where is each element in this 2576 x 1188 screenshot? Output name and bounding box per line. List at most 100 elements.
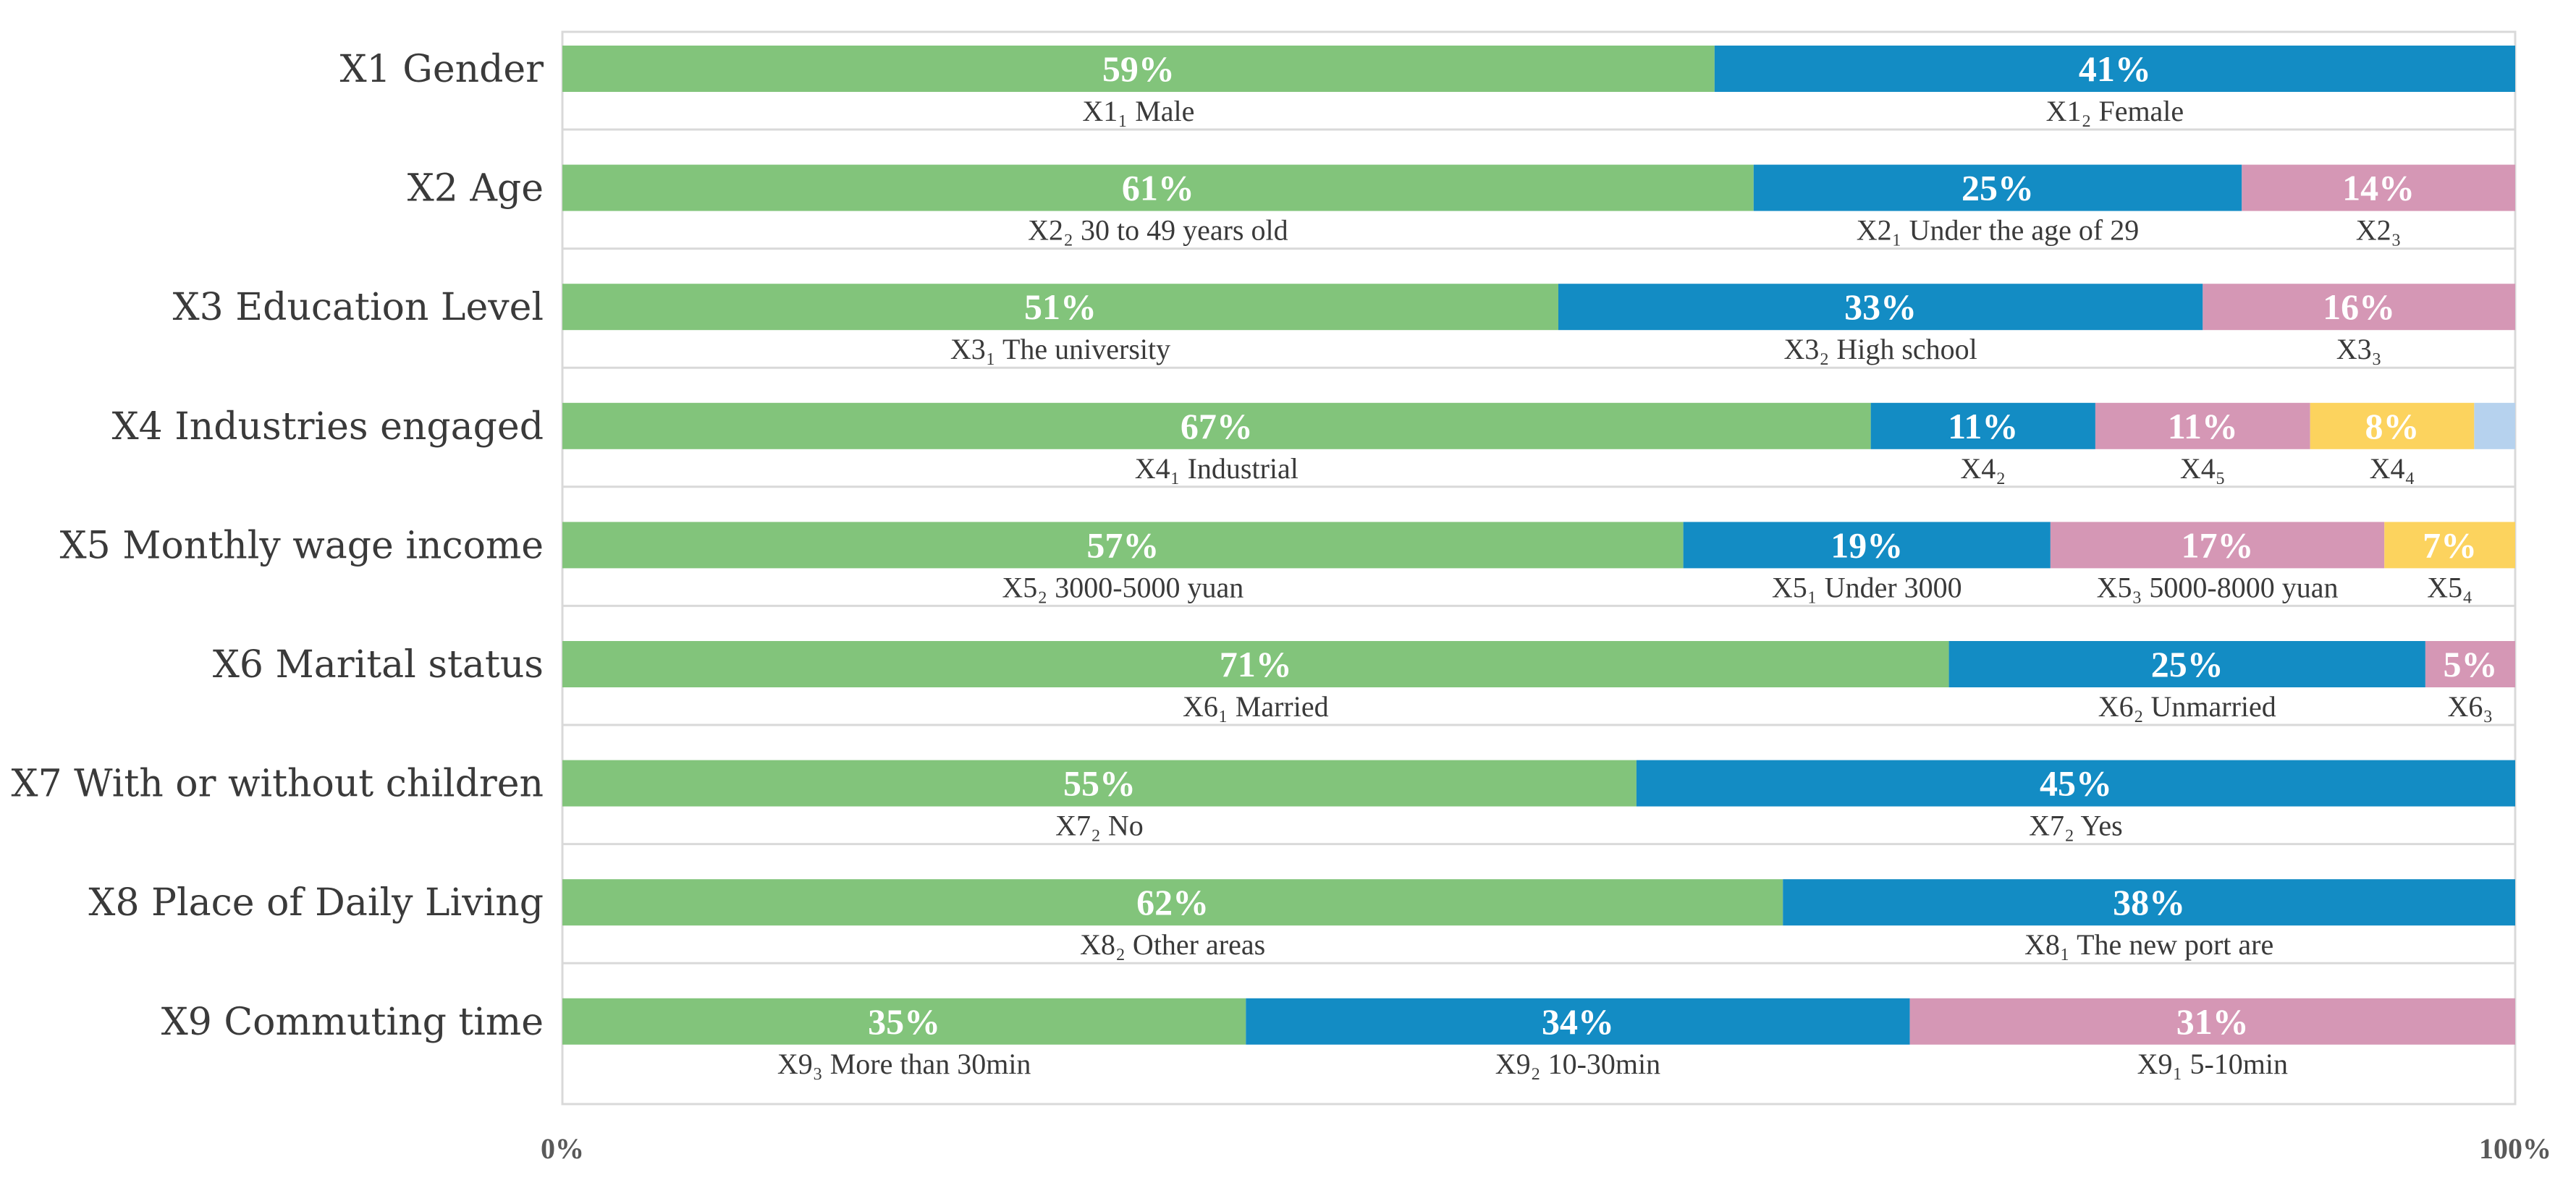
data-label: 55% bbox=[1063, 763, 1136, 804]
segment-name-label: X8₁ The new port are bbox=[2024, 928, 2273, 961]
bar-segment bbox=[1783, 879, 2515, 926]
data-label: 5% bbox=[2443, 644, 2497, 684]
data-label: 38% bbox=[2113, 882, 2185, 922]
data-label: 59% bbox=[1102, 48, 1175, 89]
segment-name-label: X4₄ bbox=[2370, 452, 2415, 485]
data-label: 25% bbox=[1961, 168, 2034, 208]
category-label: X8 Place of Daily Living bbox=[88, 881, 544, 925]
category-label: X2 Age bbox=[407, 167, 544, 211]
data-label: 19% bbox=[1830, 525, 1903, 565]
bar-segment bbox=[562, 522, 1684, 569]
bar-segment bbox=[1948, 641, 2425, 687]
bar-segment bbox=[562, 641, 1949, 687]
segment-name-label: X3₁ The university bbox=[950, 333, 1170, 365]
bar-segment bbox=[2384, 522, 2515, 569]
segment-name-label: X5₄ bbox=[2427, 571, 2472, 603]
data-label: 61% bbox=[1122, 168, 1194, 208]
bar-segment bbox=[1636, 760, 2515, 807]
bar-segment bbox=[562, 284, 1558, 331]
segment-name-label: X2₂ 30 to 49 years old bbox=[1028, 214, 1288, 247]
bar-segment bbox=[562, 164, 1754, 211]
data-label: 16% bbox=[2323, 287, 2395, 327]
bar-segment bbox=[1909, 998, 2515, 1045]
category-label: X3 Education Level bbox=[173, 286, 544, 329]
data-label: 11% bbox=[1948, 406, 2018, 446]
bar-segment bbox=[2474, 402, 2515, 449]
bar-segment bbox=[1246, 998, 1910, 1045]
category-label: X5 Monthly wage income bbox=[60, 524, 544, 567]
category-label: X4 Industries engaged bbox=[112, 405, 544, 449]
segment-name-label: X6₁ Married bbox=[1183, 690, 1329, 723]
data-label: 8% bbox=[2365, 406, 2420, 446]
segment-name-label: X9₁ 5-10min bbox=[2137, 1048, 2288, 1080]
bar-row: X6 Marital status 71% X6₁ Married 25% X6₂ Un… bbox=[213, 641, 2515, 726]
bar-segment bbox=[1753, 164, 2242, 211]
data-label: 62% bbox=[1136, 882, 1209, 922]
segment-name-label: X2₃ bbox=[2356, 214, 2402, 247]
segment-name-label: X3₂ High school bbox=[1784, 333, 1977, 365]
bar-segment bbox=[562, 998, 1246, 1045]
segment-name-label: X1₁ Male bbox=[1082, 95, 1194, 127]
category-label: X7 With or without children bbox=[12, 763, 544, 806]
data-label: 57% bbox=[1086, 525, 1159, 565]
data-label: 31% bbox=[2176, 1001, 2249, 1042]
bar-row: X8 Place of Daily Living 62% X8₂ Other are… bbox=[88, 879, 2515, 964]
bar-row: X7 With or without children 55% X7₂ No 45% X… bbox=[12, 760, 2515, 846]
bar-segment bbox=[2203, 284, 2515, 331]
segment-name-label: X7₂ Yes bbox=[2029, 810, 2123, 842]
segment-name-label: X4₂ bbox=[1960, 452, 2006, 485]
segment-name-label: X9₃ More than 30min bbox=[777, 1048, 1031, 1080]
data-label: 17% bbox=[2182, 525, 2254, 565]
segment-name-label: X6₃ bbox=[2448, 690, 2493, 723]
segment-name-label: X6₂ Unmarried bbox=[2098, 690, 2276, 723]
bar-segment bbox=[1870, 402, 2095, 449]
bar-segment bbox=[562, 402, 1871, 449]
bar-row: X2 Age 61% X2₂ 30 to 49 years old 25% X2₁ Un… bbox=[407, 164, 2515, 250]
bar-row: X3 Education Level 51% X3₁ The university 3… bbox=[173, 284, 2515, 369]
bar-segment bbox=[1558, 284, 2203, 331]
segment-name-label: X7₂ No bbox=[1055, 810, 1144, 842]
x-tick-label: 0% bbox=[541, 1132, 584, 1165]
segment-name-label: X8₂ Other areas bbox=[1080, 928, 1265, 961]
bar-segment bbox=[562, 879, 1783, 926]
data-label: 41% bbox=[2079, 48, 2151, 89]
x-tick-label: 100% bbox=[2479, 1132, 2551, 1165]
data-label: 7% bbox=[2423, 525, 2477, 565]
data-label: 35% bbox=[868, 1001, 940, 1042]
category-label: X6 Marital status bbox=[213, 643, 544, 687]
segment-name-label: X1₂ Female bbox=[2046, 95, 2184, 127]
bar-segment bbox=[562, 760, 1637, 807]
data-label: 45% bbox=[2040, 763, 2112, 804]
data-label: 67% bbox=[1181, 406, 1253, 446]
segment-name-label: X9₂ 10-30min bbox=[1495, 1048, 1660, 1080]
data-label: 34% bbox=[1542, 1001, 1614, 1042]
segment-name-label: X5₁ Under 3000 bbox=[1772, 571, 1962, 603]
data-label: 14% bbox=[2342, 168, 2415, 208]
bar-row: X4 Industries engaged 67% X4₁ Industrial 11… bbox=[112, 402, 2515, 488]
bar-segment bbox=[1683, 522, 2051, 569]
category-label: X1 Gender bbox=[340, 48, 544, 91]
bar-segment bbox=[2095, 402, 2310, 449]
data-label: 33% bbox=[1844, 287, 1917, 327]
bar-row: X9 Commuting time 35% X9₃ More than 30min 3… bbox=[161, 998, 2515, 1080]
bar-row: X1 Gender 59% X1₁ Male 41% X1₂ Female bbox=[340, 46, 2515, 131]
data-label: 71% bbox=[1220, 644, 1292, 684]
bar-segment bbox=[2242, 164, 2515, 211]
segment-name-label: X4₁ Industrial bbox=[1135, 452, 1298, 485]
bar-segment bbox=[2425, 641, 2515, 687]
bar-segment bbox=[562, 46, 1715, 92]
data-label: 51% bbox=[1024, 287, 1097, 327]
bar-segment bbox=[2050, 522, 2385, 569]
data-label: 25% bbox=[2151, 644, 2224, 684]
data-label: 11% bbox=[2168, 406, 2238, 446]
bar-segment bbox=[1714, 46, 2515, 92]
segment-name-label: X2₁ Under the age of 29 bbox=[1857, 214, 2140, 247]
segment-name-label: X3₃ bbox=[2336, 333, 2382, 365]
bar-row: X5 Monthly wage income 57% X5₂ 3000-5000 y… bbox=[60, 522, 2515, 607]
category-label: X9 Commuting time bbox=[161, 1001, 544, 1044]
segment-name-label: X5₂ 3000-5000 yuan bbox=[1002, 571, 1243, 603]
bar-segment bbox=[2310, 402, 2475, 449]
segment-name-label: X4₅ bbox=[2180, 452, 2226, 485]
segment-name-label: X5₃ 5000-8000 yuan bbox=[2097, 571, 2339, 603]
